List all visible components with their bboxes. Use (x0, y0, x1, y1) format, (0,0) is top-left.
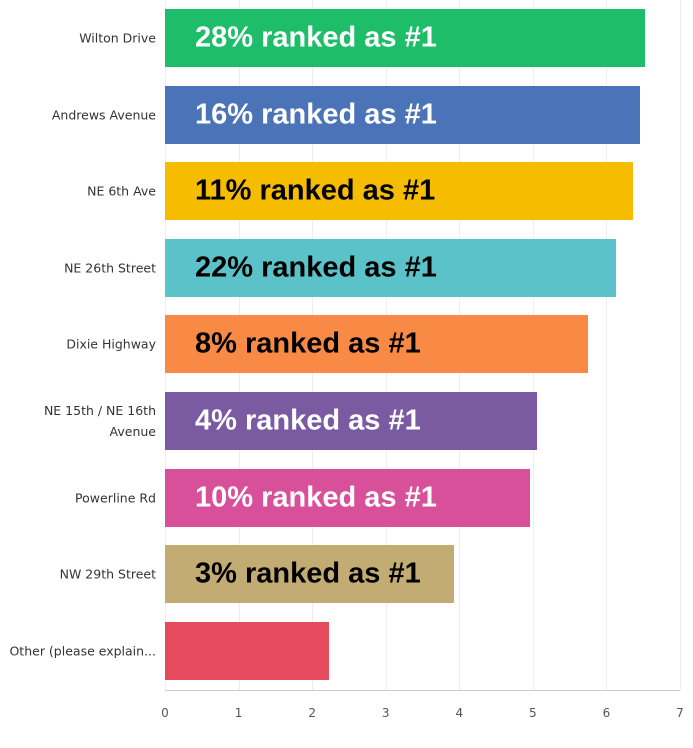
bar-annotation: 22% ranked as #1 (195, 251, 437, 284)
bar (165, 315, 589, 374)
x-axis (165, 690, 680, 691)
x-tick-label: 6 (602, 706, 611, 720)
bar (165, 392, 537, 450)
bar (165, 468, 530, 527)
x-tick-label: 1 (234, 706, 243, 720)
bar-annotation: 8% ranked as #1 (195, 327, 421, 360)
x-tick-label: 5 (529, 706, 537, 720)
bar-annotation: 4% ranked as #1 (195, 404, 421, 437)
category-label: Wilton Drive (79, 30, 156, 46)
x-tick-label: 7 (676, 706, 684, 720)
bar (165, 9, 645, 67)
bar (165, 162, 633, 221)
bar-annotation: 3% ranked as #1 (195, 557, 421, 590)
bar (165, 85, 640, 144)
bar (165, 545, 455, 604)
bar-annotation: 28% ranked as #1 (195, 21, 437, 54)
category-label: NE 6th Ave (87, 183, 156, 199)
category-label: Andrews Avenue (51, 107, 156, 123)
x-tick-label: 4 (455, 706, 464, 720)
x-tick-label: 3 (381, 706, 390, 720)
grid-line (606, 0, 608, 690)
category-label: Dixie Highway (66, 336, 156, 352)
bar-annotation: 16% ranked as #1 (195, 98, 437, 131)
bar (165, 621, 330, 680)
category-label: Powerline Rd (75, 490, 156, 506)
x-tick-label: 2 (308, 706, 316, 720)
bar-annotation: 10% ranked as #1 (195, 481, 437, 514)
bar (165, 238, 616, 297)
bar-annotation: 11% ranked as #1 (195, 174, 436, 207)
category-label: NE 26th Street (64, 260, 156, 276)
grid-line (680, 0, 681, 690)
category-label: NW 29th Street (59, 566, 156, 582)
category-label: NE 15th / NE 16th Avenue (43, 403, 156, 439)
x-tick-label: 0 (161, 706, 169, 720)
category-label: Other (please explain... (9, 643, 156, 659)
